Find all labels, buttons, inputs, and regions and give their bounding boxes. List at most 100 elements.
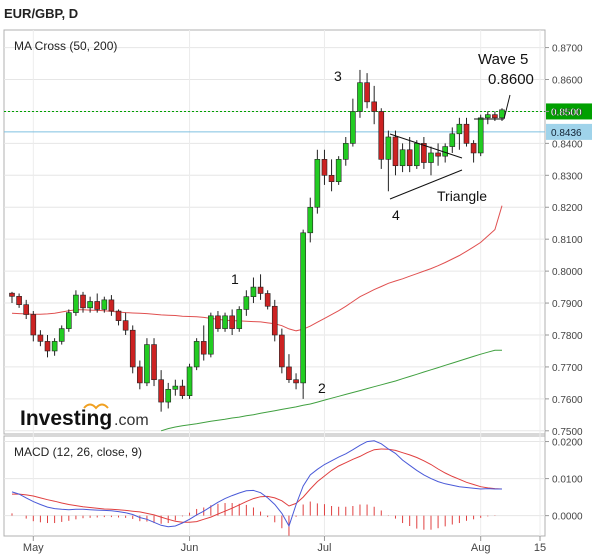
candle-down (80, 294, 86, 309)
wave5-label: Wave 5 (478, 51, 528, 68)
logo-suffix: .com (114, 412, 149, 429)
candle-down (378, 111, 385, 160)
investing-logo: Investing .com (20, 403, 149, 430)
candle-up (335, 159, 342, 182)
candle-up (186, 366, 193, 396)
candle-up (51, 341, 58, 352)
macd-label: MACD (12, 26, close, 9) (14, 445, 142, 459)
candle-up (385, 136, 392, 160)
candle-up (399, 149, 406, 167)
y-tick-label: 0.8000 (552, 267, 583, 278)
candles (9, 69, 505, 412)
y-tick-label: 0.7900 (552, 299, 583, 310)
main-panel-frame (3, 29, 546, 435)
y-tick-label: 0.7700 (552, 363, 583, 374)
candle-down (435, 152, 441, 157)
candle-down (293, 379, 299, 384)
candle-up (144, 344, 150, 384)
y-tick-label: 0.8400 (552, 139, 583, 150)
candle-up (307, 206, 314, 234)
candle-down (264, 293, 271, 307)
candle-down (44, 341, 51, 352)
candle-down (364, 82, 370, 103)
price-level-tag (546, 103, 592, 120)
price-level-tag (546, 123, 592, 140)
y-tick-label: 0.7800 (552, 331, 583, 342)
candle-up (342, 143, 349, 160)
candle-up (449, 133, 456, 147)
candle-down (392, 136, 399, 167)
triangle-pattern (389, 94, 511, 200)
y-tick-label: 0.8300 (552, 171, 583, 182)
candle-up (165, 388, 172, 403)
candle-down (279, 334, 285, 368)
candle-up (314, 159, 321, 208)
candle-down (328, 175, 335, 182)
candle-down (94, 301, 101, 310)
candle-down (321, 159, 328, 176)
candle-up (87, 301, 93, 309)
candle-down (470, 143, 477, 154)
x-tick-label: Jun (181, 542, 199, 554)
candle-down (115, 310, 122, 321)
macd-y-tick-label: 0.0000 (552, 512, 583, 523)
macd-y-tick-label: 0.0200 (552, 438, 583, 449)
price-level-label: 0.8500 (551, 107, 582, 118)
candle-up (357, 82, 363, 112)
wave-1-label: 1 (231, 271, 239, 287)
ma50-line (11, 205, 503, 332)
wave-3-label: 3 (334, 68, 342, 84)
candle-down (122, 320, 129, 331)
ma-cross-label: MA Cross (50, 200) (14, 39, 117, 53)
candle-down (229, 315, 235, 329)
wave5-price-label: 0.8600 (488, 71, 534, 88)
candle-down (406, 149, 413, 167)
x-tick-label: Jul (317, 542, 331, 554)
candle-down (200, 341, 207, 355)
candle-down (137, 366, 143, 384)
y-tick-label: 0.8100 (552, 235, 583, 246)
candle-up (66, 312, 72, 329)
x-tick-label: May (23, 542, 44, 554)
candle-up (208, 315, 214, 355)
candle-up (484, 114, 491, 119)
candle-down (286, 366, 292, 381)
macd-line (11, 440, 502, 528)
ma200-line (160, 349, 502, 432)
candle-down (37, 334, 44, 342)
macd-indicator (11, 440, 503, 536)
grid-layer (4, 30, 545, 536)
candle-down (129, 329, 136, 368)
candle-down (492, 114, 498, 119)
candle-down (9, 292, 15, 297)
wave-2-label: 2 (318, 380, 326, 396)
candle-up (350, 111, 356, 144)
x-tick-label: Aug (471, 542, 491, 554)
candle-down (271, 305, 278, 336)
candle-down (257, 286, 264, 294)
macd-signal-line (12, 448, 503, 523)
candle-up (456, 123, 463, 135)
candle-up (300, 232, 306, 384)
candle-down (108, 299, 115, 312)
candle-down (16, 296, 22, 305)
x-tick-label: 15 (534, 542, 546, 554)
candle-up (499, 109, 505, 119)
logo-brand: Investing (20, 407, 112, 430)
candle-down (158, 379, 164, 403)
y-tick-label: 0.8600 (552, 76, 583, 87)
moving-averages (11, 205, 503, 432)
candle-down (215, 315, 221, 329)
wave-4-label: 4 (392, 207, 400, 223)
candle-up (477, 117, 484, 154)
x-tick-labels: May Jun Jul Aug 15 (23, 536, 546, 554)
candle-down (23, 304, 30, 315)
y-tick-label: 0.7600 (552, 395, 583, 406)
y-tick-label: 0.7500 (552, 427, 583, 438)
candle-up (58, 328, 65, 342)
candle-up (428, 152, 434, 163)
candle-up (73, 294, 79, 313)
y-tick-label: 0.8200 (552, 203, 583, 214)
